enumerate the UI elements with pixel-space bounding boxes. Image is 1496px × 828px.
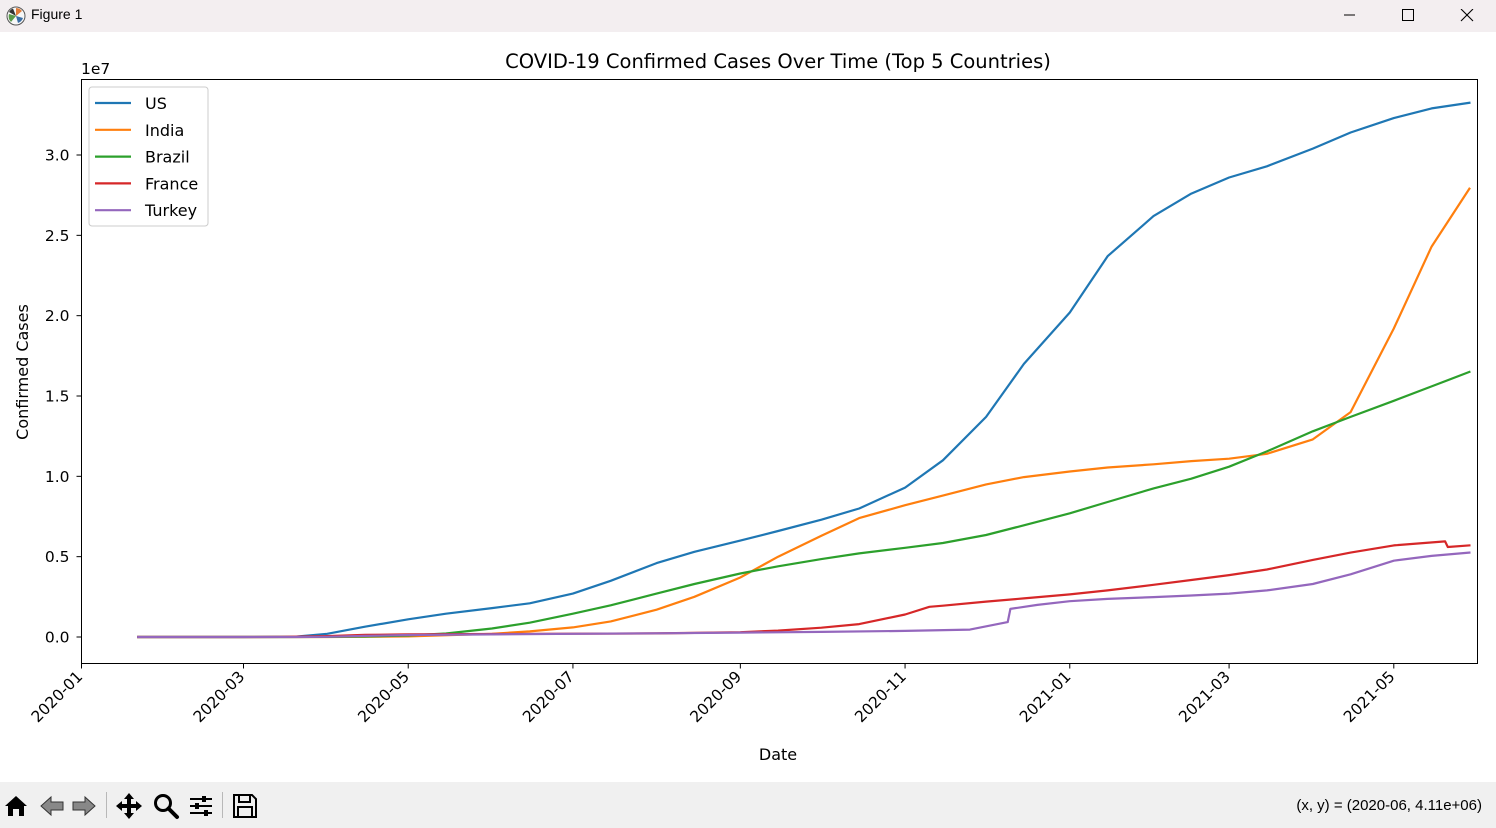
x-ticks: 2020-01 2020-03 2020-05 2020-07 2020-09 2020-… bbox=[28, 663, 1399, 727]
toolbar-separator bbox=[222, 792, 223, 818]
zoom-button[interactable] bbox=[150, 790, 182, 822]
y-offset-text: 1e7 bbox=[81, 60, 110, 78]
y-tick-label: 1.0 bbox=[45, 468, 70, 486]
window-titlebar: Figure 1 bbox=[0, 0, 1496, 32]
close-button[interactable] bbox=[1438, 0, 1496, 32]
pan-icon bbox=[116, 793, 142, 819]
forward-icon bbox=[72, 795, 96, 817]
x-tick-label: 2021-05 bbox=[1340, 668, 1399, 727]
x-tick-label: 2020-07 bbox=[519, 668, 578, 727]
legend-label: US bbox=[145, 94, 167, 113]
plot-area bbox=[81, 79, 1478, 664]
minimize-button[interactable] bbox=[1321, 0, 1379, 32]
figure-canvas[interactable]: COVID-19 Confirmed Cases Over Time (Top … bbox=[0, 32, 1496, 782]
x-tick-label: 2020-01 bbox=[28, 668, 87, 727]
back-button[interactable] bbox=[36, 790, 68, 822]
y-axis-label: Confirmed Cases bbox=[13, 304, 32, 440]
series-lines bbox=[137, 101, 1471, 639]
legend: US India Brazil France Turkey bbox=[88, 86, 209, 227]
x-tick-label: 2020-03 bbox=[190, 668, 249, 727]
x-tick-label: 2021-01 bbox=[1016, 668, 1075, 727]
maximize-button[interactable] bbox=[1379, 0, 1437, 32]
series-line-turkey bbox=[137, 551, 1471, 639]
zoom-icon bbox=[154, 794, 179, 819]
x-tick-label: 2020-09 bbox=[687, 668, 746, 727]
back-icon bbox=[40, 795, 64, 817]
save-icon bbox=[233, 794, 257, 818]
y-ticks: 0.0 0.5 1.0 1.5 2.0 2.5 3.0 bbox=[45, 147, 82, 646]
forward-button[interactable] bbox=[68, 790, 100, 822]
configure-icon bbox=[190, 796, 212, 816]
y-tick-label: 2.0 bbox=[45, 307, 70, 325]
close-icon bbox=[1460, 9, 1474, 22]
window-title: Figure 1 bbox=[31, 6, 83, 22]
x-tick-label: 2020-05 bbox=[355, 668, 414, 727]
series-line-us bbox=[137, 101, 1471, 639]
x-axis-label: Date bbox=[759, 745, 797, 764]
configure-subplots-button[interactable] bbox=[185, 790, 217, 822]
toolbar-separator bbox=[106, 792, 107, 818]
legend-label: Brazil bbox=[145, 148, 190, 167]
y-tick-label: 1.5 bbox=[45, 388, 70, 406]
y-tick-label: 0.0 bbox=[45, 628, 70, 646]
pan-button[interactable] bbox=[113, 790, 145, 822]
y-tick-label: 2.5 bbox=[45, 227, 70, 245]
x-tick-label: 2021-03 bbox=[1175, 668, 1234, 727]
series-line-india bbox=[137, 187, 1471, 639]
y-tick-label: 0.5 bbox=[45, 548, 70, 566]
y-tick-label: 3.0 bbox=[45, 147, 70, 165]
home-icon bbox=[5, 796, 27, 816]
legend-label: Turkey bbox=[144, 201, 197, 220]
home-button[interactable] bbox=[0, 790, 32, 822]
legend-label: France bbox=[145, 174, 198, 193]
chart: COVID-19 Confirmed Cases Over Time (Top … bbox=[13, 50, 1478, 764]
series-line-brazil bbox=[137, 370, 1471, 639]
matplotlib-logo-icon bbox=[5, 5, 27, 27]
cursor-coordinates: (x, y) = (2020-06, 4.11e+06) bbox=[1296, 797, 1482, 814]
chart-title: COVID-19 Confirmed Cases Over Time (Top … bbox=[505, 50, 1051, 73]
save-button[interactable] bbox=[229, 790, 261, 822]
legend-label: India bbox=[145, 121, 184, 140]
maximize-icon bbox=[1402, 9, 1414, 21]
minimize-icon bbox=[1344, 14, 1355, 16]
navigation-toolbar: (x, y) = (2020-06, 4.11e+06) bbox=[0, 782, 1496, 828]
x-tick-label: 2020-11 bbox=[851, 668, 910, 727]
legend-frame bbox=[88, 86, 209, 227]
